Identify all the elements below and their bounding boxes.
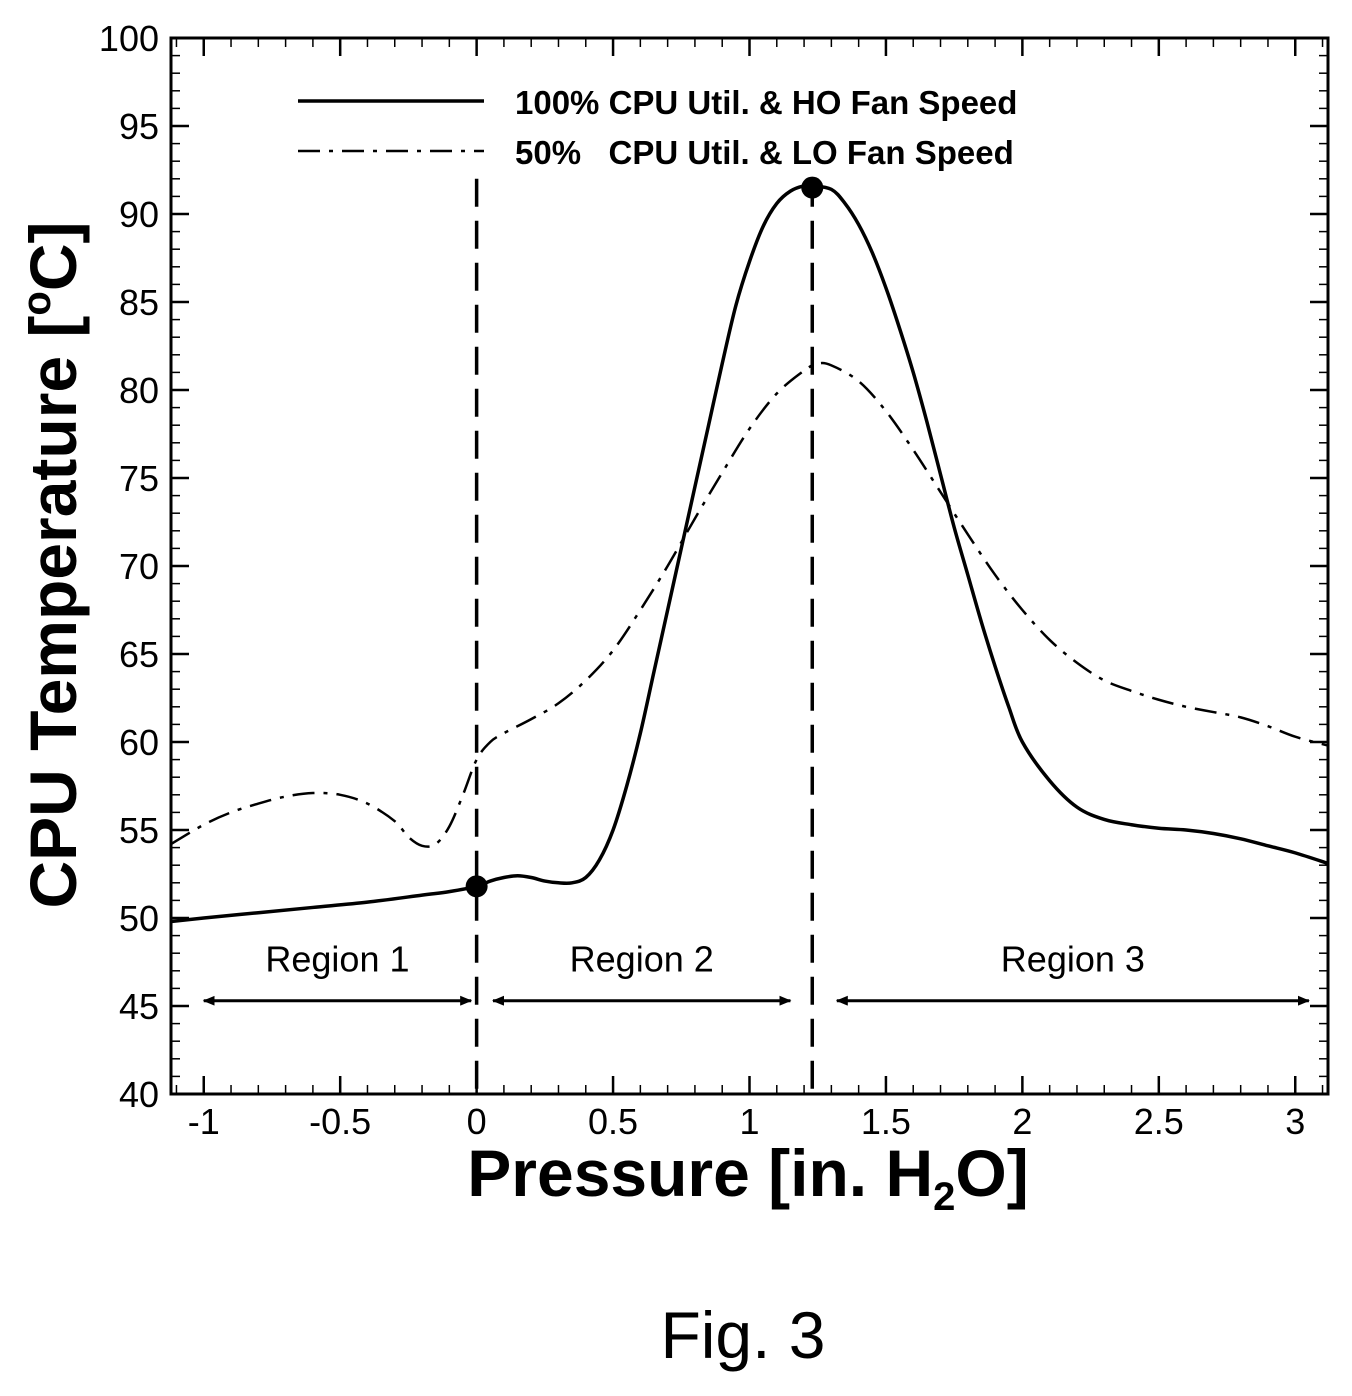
x-tick-label: 3 — [1285, 1101, 1305, 1142]
y-tick-label: 80 — [119, 370, 159, 411]
y-tick-label: 95 — [119, 106, 159, 147]
y-tick-label: 90 — [119, 194, 159, 235]
legend: 100% CPU Util. & HO Fan Speed 50% CPU Ut… — [298, 84, 1017, 171]
region-label-2: Region 2 — [570, 938, 714, 979]
figure-caption: Fig. 3 — [660, 1298, 825, 1372]
x-axis-title-subscript: 2 — [933, 1175, 955, 1219]
y-axis-title: CPU Temperature [oC] — [15, 222, 90, 909]
y-axis-title-end: C] — [16, 222, 90, 292]
data-point-marker — [801, 176, 824, 199]
x-tick-label: 1 — [739, 1101, 759, 1142]
x-tick-label: -0.5 — [309, 1101, 371, 1142]
y-axis-title-degree: o — [15, 291, 59, 315]
y-tick-label: 70 — [119, 546, 159, 587]
x-tick-label: 0 — [467, 1101, 487, 1142]
data-point-marker — [465, 875, 488, 898]
y-tick-label: 50 — [119, 898, 159, 939]
y-tick-label: 75 — [119, 458, 159, 499]
y-tick-label: 85 — [119, 282, 159, 323]
x-axis-title-end: O] — [955, 1136, 1028, 1210]
x-axis-title: Pressure [in. H2O] — [467, 1136, 1028, 1219]
y-tick-label: 60 — [119, 722, 159, 763]
x-tick-label: 2 — [1012, 1101, 1032, 1142]
series-line-2 — [171, 361, 1328, 848]
region-label-3: Region 3 — [1001, 938, 1145, 979]
legend-label-series-1: 100% CPU Util. & HO Fan Speed — [515, 84, 1017, 121]
x-tick-label: 0.5 — [588, 1101, 638, 1142]
region-label-1: Region 1 — [265, 938, 409, 979]
legend-label-series-2: 50% CPU Util. & LO Fan Speed — [515, 134, 1014, 171]
y-tick-label: 45 — [119, 986, 159, 1027]
y-tick-label: 55 — [119, 810, 159, 851]
plot-frame — [169, 36, 1330, 1096]
x-tick-label: 2.5 — [1134, 1101, 1184, 1142]
y-tick-label: 65 — [119, 634, 159, 675]
x-tick-label: 1.5 — [861, 1101, 911, 1142]
series-line-1 — [171, 183, 1328, 924]
x-tick-label: -1 — [188, 1101, 220, 1142]
y-tick-label: 40 — [119, 1074, 159, 1115]
y-tick-label: 100 — [99, 18, 159, 59]
